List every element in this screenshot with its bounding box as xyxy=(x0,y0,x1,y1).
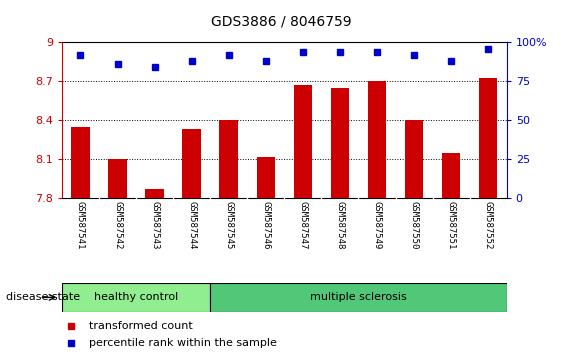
Text: percentile rank within the sample: percentile rank within the sample xyxy=(88,338,276,348)
Text: GSM587547: GSM587547 xyxy=(298,201,307,249)
Bar xyxy=(220,120,238,198)
Text: GSM587544: GSM587544 xyxy=(187,201,196,249)
Bar xyxy=(479,78,498,198)
Bar xyxy=(210,283,507,312)
Text: GDS3886 / 8046759: GDS3886 / 8046759 xyxy=(211,14,352,28)
Text: GSM587545: GSM587545 xyxy=(224,201,233,249)
Bar xyxy=(108,159,127,198)
Text: GSM587551: GSM587551 xyxy=(446,201,455,249)
Bar xyxy=(293,85,312,198)
Bar xyxy=(405,120,423,198)
Text: multiple sclerosis: multiple sclerosis xyxy=(310,292,407,302)
Bar xyxy=(62,283,210,312)
Text: healthy control: healthy control xyxy=(94,292,178,302)
Bar xyxy=(368,81,386,198)
Text: GSM587552: GSM587552 xyxy=(484,201,493,249)
Text: GSM587550: GSM587550 xyxy=(409,201,418,249)
Bar xyxy=(330,88,349,198)
Bar xyxy=(442,153,461,198)
Text: GSM587543: GSM587543 xyxy=(150,201,159,249)
Text: GSM587542: GSM587542 xyxy=(113,201,122,249)
Text: transformed count: transformed count xyxy=(88,321,193,331)
Bar xyxy=(145,189,164,198)
Bar xyxy=(257,157,275,198)
Text: GSM587549: GSM587549 xyxy=(373,201,382,249)
Text: GSM587541: GSM587541 xyxy=(76,201,85,249)
Text: GSM587548: GSM587548 xyxy=(336,201,345,249)
Text: GSM587546: GSM587546 xyxy=(261,201,270,249)
Text: disease state: disease state xyxy=(6,292,80,302)
Bar xyxy=(71,127,90,198)
Bar xyxy=(182,130,201,198)
